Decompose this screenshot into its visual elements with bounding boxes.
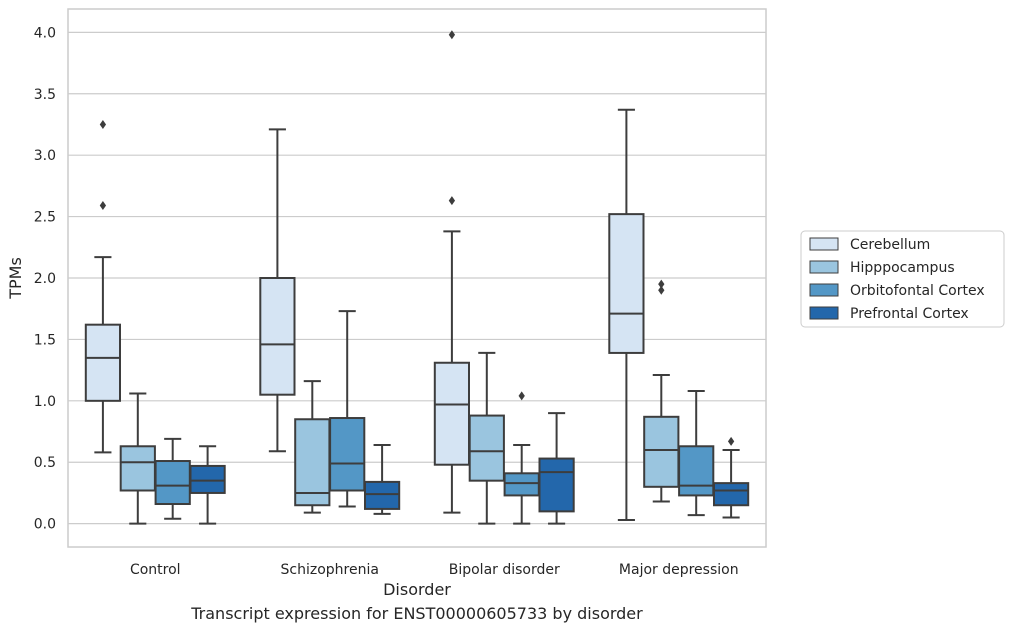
box-prefrontal-cortex [363,444,401,515]
figure-caption: Transcript expression for ENST0000060573… [191,604,643,623]
outlier-marker [99,201,107,211]
plot-frame [67,8,767,548]
y-tick-label: 4.0 [34,25,56,41]
grid-lines [68,31,766,525]
box-prefrontal-cortex [189,445,226,525]
x-axis-label: Disorder [383,580,451,599]
box-iqr [84,323,122,402]
legend-frame [800,230,1005,328]
x-tick-label: Major depression [619,562,739,578]
outlier-marker [518,391,525,401]
box-series [84,30,750,525]
box-cerebellum [433,30,471,514]
x-tick-label: Schizophrenia [281,562,379,578]
outlier-marker [448,30,456,40]
outlier-marker [727,436,735,446]
y-tick-labels: 0.0 0.5 1.0 1.5 2.0 2.5 3.0 3.5 4.0 [34,25,56,532]
y-tick-label: 3.0 [34,148,56,164]
box-hipppocampus [468,351,505,525]
box-iqr [329,417,366,492]
box-cerebellum [608,108,645,521]
legend-swatch [809,237,839,251]
x-tick-label: Bipolar disorder [449,562,560,578]
box-iqr [363,480,401,510]
x-tick-label: Control [130,562,181,578]
x-tick-labels: Control Schizophrenia Bipolar disorder Majo… [130,562,739,578]
legend-label: Prefrontal Cortex [850,306,969,322]
box-iqr [712,482,750,507]
legend: Cerebellum Hipppocampus Orbitofontal Corte… [800,230,1005,328]
y-tick-label: 0.5 [34,455,56,471]
outlier-marker [99,119,107,129]
legend-label: Orbitofontal Cortex [850,283,985,299]
legend-label: Cerebellum [850,237,930,253]
box-cerebellum [84,119,122,454]
box-iqr [678,445,715,497]
legend-swatch [809,306,839,320]
box-hipppocampus [119,392,156,525]
outlier-marker [658,285,665,295]
box-orbitofontal-cortex [329,310,366,508]
box-prefrontal-cortex [538,412,575,525]
y-tick-label: 1.0 [34,394,56,410]
outlier-marker [448,196,456,206]
box-iqr [259,277,296,396]
box-orbitofontal-cortex [154,437,191,520]
box-orbitofontal-cortex [678,390,715,517]
legend-swatch [809,283,839,297]
y-tick-label: 2.0 [34,271,56,287]
box-iqr [189,464,226,494]
y-tick-label: 1.5 [34,332,56,348]
box-iqr [154,460,191,506]
y-tick-label: 2.5 [34,210,56,226]
legend-swatch [809,260,839,274]
box-orbitofontal-cortex [503,391,540,525]
legend-label: Hipppocampus [850,260,955,276]
box-iqr [119,445,156,492]
box-prefrontal-cortex [712,436,750,519]
box-iqr [608,213,645,354]
box-iqr [503,472,540,497]
y-tick-label: 0.0 [34,517,56,533]
outlier-marker [658,279,665,289]
box-iqr [468,414,505,482]
box-iqr [538,457,575,513]
y-axis-label: TPMs [6,257,25,300]
box-iqr [643,415,680,488]
box-cerebellum [259,128,296,453]
box-iqr [433,361,471,466]
y-tick-label: 3.5 [34,87,56,103]
